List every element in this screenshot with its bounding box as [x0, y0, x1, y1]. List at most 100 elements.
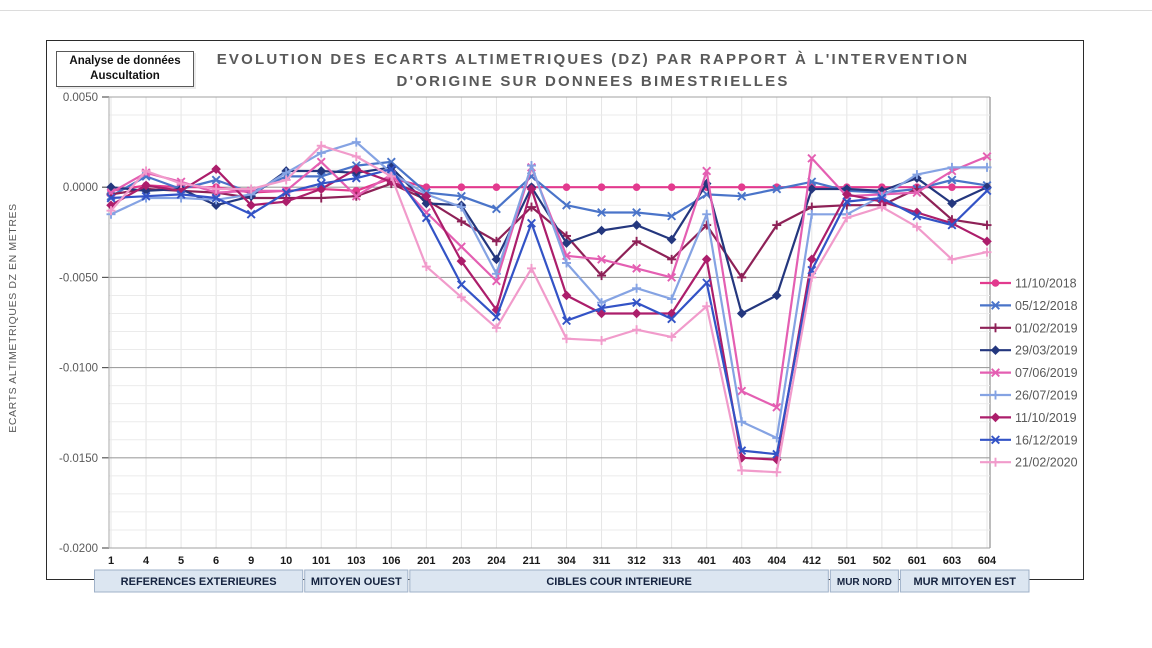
- data-point-marker: [947, 198, 957, 209]
- data-point-marker: [491, 312, 501, 322]
- x-tick-label: 401: [698, 555, 716, 567]
- x-tick-label: 404: [768, 555, 787, 567]
- data-point-marker: [211, 175, 221, 185]
- data-point-marker: [632, 207, 642, 217]
- data-point-marker: [948, 183, 956, 191]
- x-tick-label: 603: [943, 555, 961, 567]
- badge-line1: Analyse de données: [69, 55, 181, 67]
- x-tick-label: 304: [557, 555, 576, 567]
- data-point-marker: [211, 200, 221, 211]
- category-band-label: CIBLES COUR INTERIEURE: [546, 576, 691, 588]
- series-line-16-12-2019: [109, 168, 989, 456]
- chart-frame: [46, 40, 1084, 580]
- data-point-marker: [106, 182, 116, 192]
- data-point-marker: [246, 200, 256, 211]
- data-point-marker: [457, 183, 466, 191]
- data-point-marker: [421, 198, 432, 209]
- data-point-marker: [667, 314, 677, 324]
- top-divider: [0, 10, 1152, 11]
- data-point-marker: [456, 191, 466, 201]
- data-point-marker: [316, 179, 326, 189]
- data-point-marker: [632, 298, 642, 308]
- x-tick-label: 501: [838, 555, 856, 567]
- y-tick-label: 0.0000: [63, 182, 98, 194]
- category-band: [829, 569, 899, 593]
- data-point-marker: [632, 183, 641, 191]
- data-point-marker: [386, 164, 396, 174]
- data-point-marker: [807, 254, 817, 265]
- x-tick-label: 412: [803, 555, 821, 567]
- data-point-marker: [912, 211, 922, 221]
- data-point-marker: [597, 254, 607, 264]
- data-point-marker: [772, 184, 782, 194]
- data-point-marker: [176, 189, 186, 199]
- data-point-marker: [701, 254, 712, 265]
- data-point-marker: [991, 435, 1000, 445]
- category-band: [304, 569, 409, 593]
- data-point-marker: [246, 209, 256, 219]
- x-tick-label: 604: [978, 555, 997, 567]
- data-point-marker: [631, 308, 642, 319]
- data-point-marker: [632, 263, 642, 273]
- data-point-marker: [842, 189, 852, 200]
- data-point-marker: [456, 280, 466, 290]
- legend-label: 11/10/2019: [1015, 411, 1077, 425]
- x-tick-label: 403: [733, 555, 751, 567]
- data-point-marker: [771, 454, 782, 465]
- data-point-marker: [562, 183, 571, 191]
- legend-label: 21/02/2020: [1015, 456, 1078, 470]
- data-point-marker: [211, 164, 221, 174]
- x-tick-label: 312: [627, 555, 645, 567]
- data-point-marker: [991, 300, 1000, 310]
- data-point-marker: [561, 238, 572, 248]
- x-tick-label: 601: [908, 555, 926, 567]
- legend-label: 05/12/2018: [1015, 299, 1078, 313]
- data-point-marker: [990, 345, 1001, 355]
- data-point-marker: [597, 303, 607, 313]
- data-point-marker: [631, 220, 642, 230]
- data-point-marker: [666, 234, 677, 245]
- data-point-marker: [736, 308, 747, 319]
- category-band: [409, 569, 829, 593]
- data-point-marker: [281, 196, 291, 207]
- data-point-marker: [561, 290, 572, 301]
- data-point-marker: [141, 191, 151, 201]
- data-point-marker: [562, 200, 571, 210]
- legend-label: 29/03/2019: [1015, 344, 1078, 358]
- data-point-marker: [991, 368, 1000, 378]
- category-band: [94, 569, 304, 593]
- y-tick-label: -0.0150: [59, 453, 98, 465]
- data-point-marker: [422, 183, 431, 191]
- y-tick-label: -0.0200: [59, 543, 98, 555]
- y-tick-label: 0.0050: [63, 92, 98, 104]
- chart-title-line1: EVOLUTION DES ECARTS ALTIMETRIQUES (DZ) …: [216, 51, 970, 68]
- data-point-marker: [737, 191, 747, 201]
- series-line-07-06-2019: [109, 155, 989, 409]
- data-point-marker: [842, 184, 852, 194]
- data-point-marker: [562, 316, 571, 326]
- data-point-marker: [316, 157, 326, 167]
- legend-label: 16/12/2019: [1015, 433, 1078, 447]
- data-point-marker: [982, 186, 992, 196]
- data-point-marker: [176, 186, 186, 196]
- series-line-11-10-2019: [109, 168, 989, 461]
- x-tick-label: 6: [213, 555, 219, 567]
- x-tick-label: 103: [347, 555, 365, 567]
- x-tick-label: 201: [417, 555, 435, 567]
- data-point-marker: [807, 265, 817, 275]
- data-point-marker: [982, 236, 992, 247]
- x-tick-label: 311: [593, 555, 611, 567]
- data-point-marker: [842, 197, 852, 207]
- y-tick-label: -0.0100: [59, 363, 98, 375]
- chart-title: EVOLUTION DES ECARTS ALTIMETRIQUES (DZ) …: [196, 49, 990, 93]
- data-point-marker: [666, 308, 677, 319]
- data-point-marker: [912, 188, 922, 198]
- data-point-marker: [737, 386, 747, 396]
- data-point-marker: [526, 184, 537, 194]
- legend-label: 11/10/2018: [1015, 277, 1077, 291]
- data-point-marker: [667, 272, 677, 282]
- data-point-marker: [737, 446, 747, 456]
- series-line-21-02-2020: [109, 144, 989, 474]
- x-tick-label: 204: [487, 555, 506, 567]
